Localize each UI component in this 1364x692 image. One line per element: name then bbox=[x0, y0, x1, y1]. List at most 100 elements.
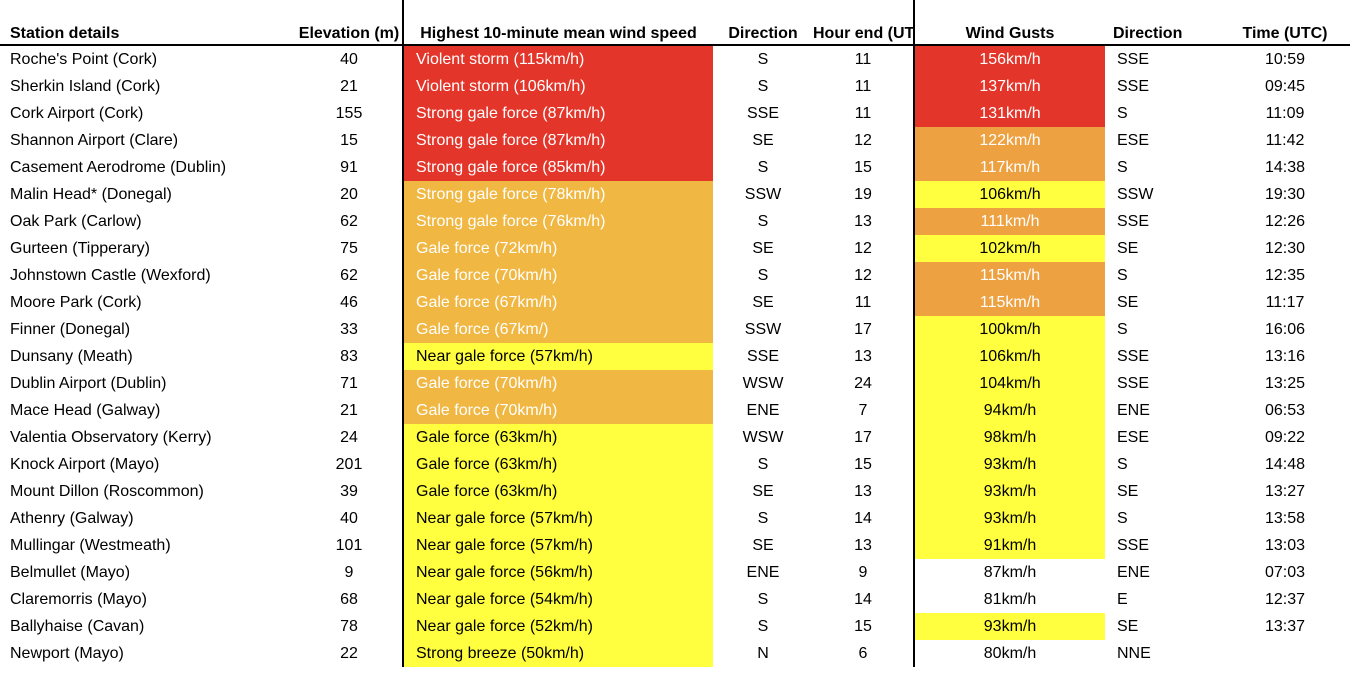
cell-wind-gust: 93km/h bbox=[914, 478, 1105, 505]
cell-wind-gust: 131km/h bbox=[914, 100, 1105, 127]
cell-station: Mace Head (Galway) bbox=[10, 401, 161, 419]
cell-hour-end: 12 bbox=[813, 262, 915, 289]
table-row: Roche's Point (Cork) 40 Violent storm (115… bbox=[0, 45, 1350, 73]
cell-elevation: 83 bbox=[340, 347, 358, 365]
cell-hour-end: 17 bbox=[813, 424, 915, 451]
cell-gust-direction: S bbox=[1117, 320, 1128, 338]
cell-mean-wind-speed: Near gale force (57km/h) bbox=[402, 532, 713, 559]
cell-mean-wind-speed: Near gale force (57km/h) bbox=[402, 343, 713, 370]
cell-wind-gust: 137km/h bbox=[914, 73, 1105, 100]
cell-elevation: 33 bbox=[340, 320, 358, 338]
cell-mean-wind-speed: Gale force (70km/h) bbox=[402, 397, 713, 424]
cell-station: Moore Park (Cork) bbox=[10, 293, 142, 311]
cell-hour-end: 13 bbox=[813, 208, 915, 235]
table-row: Ballyhaise (Cavan) 78 Near gale force (52k… bbox=[0, 613, 1350, 640]
cell-time: 09:22 bbox=[1264, 428, 1306, 446]
cell-wind-gust: 91km/h bbox=[914, 532, 1105, 559]
cell-station: Ballyhaise (Cavan) bbox=[10, 617, 145, 635]
cell-mean-wind-speed: Gale force (67km/) bbox=[402, 316, 713, 343]
cell-elevation: 201 bbox=[335, 455, 363, 473]
cell-hour-end: 15 bbox=[813, 451, 915, 478]
cell-wind-gust: 93km/h bbox=[914, 505, 1105, 532]
cell-hour-end: 13 bbox=[813, 478, 915, 505]
cell-elevation: 68 bbox=[340, 590, 358, 608]
table-row: Knock Airport (Mayo) 201 Gale force (63km/… bbox=[0, 451, 1350, 478]
cell-elevation: 20 bbox=[340, 185, 358, 203]
cell-hour-end: 12 bbox=[813, 127, 915, 154]
cell-station: Athenry (Galway) bbox=[10, 509, 134, 527]
cell-gust-direction: NNE bbox=[1117, 644, 1151, 662]
cell-hour-end: 9 bbox=[813, 559, 915, 586]
cell-direction: SSE bbox=[746, 347, 779, 365]
cell-mean-wind-speed: Strong breeze (50km/h) bbox=[402, 640, 713, 667]
cell-gust-direction: SSE bbox=[1117, 50, 1150, 68]
cell-time: 11:17 bbox=[1265, 293, 1305, 311]
header-elevation: Elevation (m) bbox=[296, 0, 403, 46]
cell-elevation: 40 bbox=[340, 50, 358, 68]
cell-direction: S bbox=[757, 617, 769, 635]
cell-station: Newport (Mayo) bbox=[10, 644, 124, 662]
cell-time: 16:06 bbox=[1264, 320, 1306, 338]
cell-hour-end: 6 bbox=[813, 640, 915, 667]
cell-station: Sherkin Island (Cork) bbox=[10, 77, 161, 95]
header-time: Time (UTC) bbox=[1220, 0, 1350, 46]
cell-mean-wind-speed: Gale force (63km/h) bbox=[402, 424, 713, 451]
cell-gust-direction: S bbox=[1117, 509, 1128, 527]
cell-direction: SE bbox=[752, 239, 774, 257]
table-row: Valentia Observatory (Kerry) 24 Gale force… bbox=[0, 424, 1350, 451]
cell-station: Belmullet (Mayo) bbox=[10, 563, 131, 581]
cell-station: Roche's Point (Cork) bbox=[10, 50, 158, 68]
table-row: Mace Head (Galway) 21 Gale force (70km/h) E… bbox=[0, 397, 1350, 424]
table-row: Mount Dillon (Roscommon) 39 Gale force (63… bbox=[0, 478, 1350, 505]
cell-gust-direction: S bbox=[1117, 266, 1128, 284]
cell-direction: WSW bbox=[742, 428, 784, 446]
cell-gust-direction: SSE bbox=[1117, 212, 1150, 230]
cell-hour-end: 11 bbox=[813, 73, 915, 100]
cell-mean-wind-speed: Near gale force (52km/h) bbox=[402, 613, 713, 640]
cell-gust-direction: ESE bbox=[1117, 428, 1150, 446]
cell-direction: SE bbox=[752, 482, 774, 500]
cell-gust-direction: E bbox=[1117, 590, 1128, 608]
cell-wind-gust: 94km/h bbox=[914, 397, 1105, 424]
cell-time: 11:42 bbox=[1265, 131, 1305, 149]
cell-gust-direction: S bbox=[1117, 104, 1128, 122]
cell-mean-wind-speed: Strong gale force (87km/h) bbox=[402, 100, 713, 127]
cell-time: 12:26 bbox=[1264, 212, 1306, 230]
cell-time: 09:45 bbox=[1264, 77, 1306, 95]
cell-elevation: 101 bbox=[335, 536, 363, 554]
cell-wind-gust: 117km/h bbox=[914, 154, 1105, 181]
cell-hour-end: 14 bbox=[813, 505, 915, 532]
cell-mean-wind-speed: Violent storm (106km/h) bbox=[402, 73, 713, 100]
cell-gust-direction: SSE bbox=[1117, 374, 1150, 392]
cell-elevation: 78 bbox=[340, 617, 358, 635]
cell-station: Malin Head* (Donegal) bbox=[10, 185, 172, 203]
cell-wind-gust: 87km/h bbox=[914, 559, 1105, 586]
cell-wind-gust: 122km/h bbox=[914, 127, 1105, 154]
cell-hour-end: 11 bbox=[813, 289, 915, 316]
cell-direction: S bbox=[757, 509, 769, 527]
cell-hour-end: 12 bbox=[813, 235, 915, 262]
cell-mean-wind-speed: Gale force (70km/h) bbox=[402, 262, 713, 289]
cell-gust-direction: SSE bbox=[1117, 347, 1150, 365]
table-body: Roche's Point (Cork) 40 Violent storm (115… bbox=[0, 45, 1350, 667]
header-row: Station details Elevation (m) Highest 10… bbox=[0, 0, 1350, 46]
cell-station: Shannon Airport (Clare) bbox=[10, 131, 179, 149]
cell-direction: ENE bbox=[746, 563, 780, 581]
cell-wind-gust: 106km/h bbox=[914, 181, 1105, 208]
cell-hour-end: 13 bbox=[813, 532, 915, 559]
cell-gust-direction: ENE bbox=[1117, 563, 1150, 581]
cell-time: 13:03 bbox=[1264, 536, 1306, 554]
cell-elevation: 39 bbox=[340, 482, 358, 500]
table-row: Shannon Airport (Clare) 15 Strong gale for… bbox=[0, 127, 1350, 154]
cell-time: 13:58 bbox=[1264, 509, 1306, 527]
cell-station: Claremorris (Mayo) bbox=[10, 590, 147, 608]
cell-mean-wind-speed: Near gale force (54km/h) bbox=[402, 586, 713, 613]
header-gust-direction: Direction bbox=[1105, 0, 1220, 46]
cell-hour-end: 17 bbox=[813, 316, 915, 343]
cell-time: 10:59 bbox=[1264, 50, 1306, 68]
cell-hour-end: 7 bbox=[813, 397, 915, 424]
table-row: Mullingar (Westmeath) 101 Near gale force … bbox=[0, 532, 1350, 559]
cell-gust-direction: S bbox=[1117, 455, 1128, 473]
cell-wind-gust: 93km/h bbox=[914, 613, 1105, 640]
